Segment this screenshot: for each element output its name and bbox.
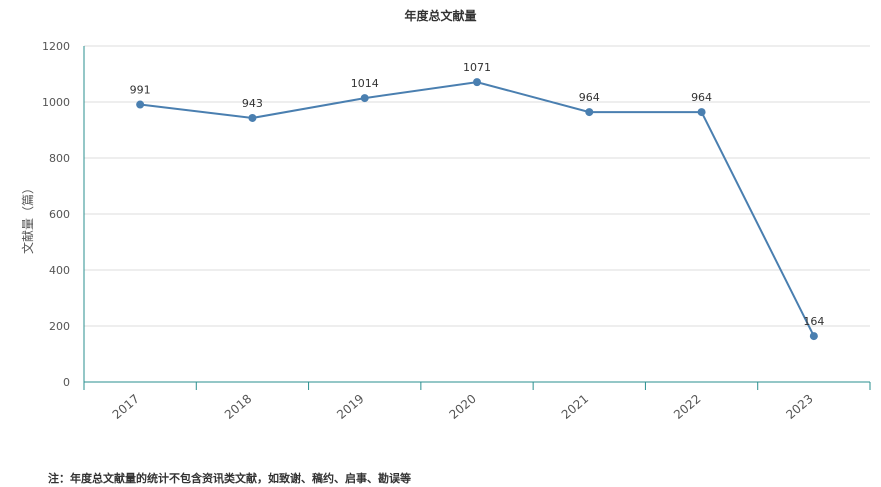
data-point[interactable] <box>809 332 818 341</box>
data-label: 964 <box>579 91 600 104</box>
data-point[interactable] <box>360 94 369 103</box>
x-tick-label: 2017 <box>110 392 142 422</box>
y-tick-label: 400 <box>49 264 70 277</box>
y-tick-label: 200 <box>49 320 70 333</box>
x-tick-labels: 2017 2018 2019 2020 2021 2022 2023 <box>110 392 816 422</box>
data-label: 964 <box>691 91 712 104</box>
chart-title: 年度总文献量 <box>404 9 477 23</box>
data-label: 991 <box>130 84 151 97</box>
data-point[interactable] <box>248 113 257 122</box>
x-tick-label: 2021 <box>559 392 591 422</box>
y-tick-label: 0 <box>63 376 70 389</box>
y-tick-label: 1000 <box>42 96 70 109</box>
y-tick-labels: 0 200 400 600 800 1000 1200 <box>42 40 70 389</box>
series <box>136 78 818 341</box>
x-tick-label: 2023 <box>783 392 815 422</box>
data-point[interactable] <box>473 78 481 87</box>
data-point[interactable] <box>136 100 145 109</box>
data-label: 164 <box>803 315 824 328</box>
data-label: 943 <box>242 97 263 110</box>
x-tick-label: 2019 <box>334 392 366 422</box>
x-tick-label: 2020 <box>447 392 479 422</box>
x-tick-label: 2022 <box>671 392 703 422</box>
y-axis-label: 文献量（篇） <box>20 182 35 254</box>
grid-lines <box>84 45 870 327</box>
data-label: 1071 <box>463 61 491 74</box>
data-labels: 991 943 1014 1071 964 964 164 <box>130 61 825 328</box>
data-label: 1014 <box>351 77 379 90</box>
data-point[interactable] <box>585 108 594 117</box>
y-tick-label: 600 <box>49 208 70 221</box>
axes <box>83 46 871 390</box>
data-point[interactable] <box>697 108 706 117</box>
footnote: 注：年度总文献量的统计不包含资讯类文献，如致谢、稿约、启事、勘误等 <box>48 472 411 485</box>
x-tick-label: 2018 <box>222 392 254 422</box>
y-tick-label: 800 <box>49 152 70 165</box>
y-tick-label: 1200 <box>42 40 70 53</box>
series-line <box>140 81 815 337</box>
